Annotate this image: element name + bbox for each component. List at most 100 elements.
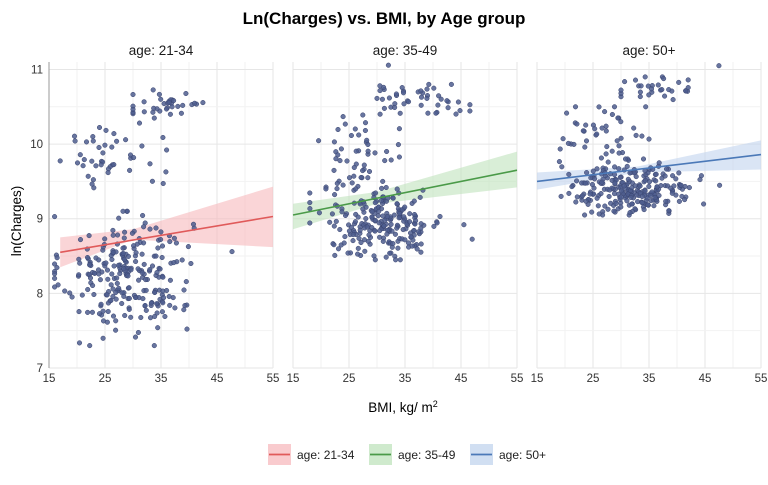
data-point	[467, 102, 473, 108]
data-point	[351, 164, 357, 171]
data-point	[121, 293, 127, 299]
data-point	[113, 289, 119, 296]
data-point	[639, 193, 645, 200]
data-point	[362, 248, 368, 254]
data-point	[87, 343, 93, 349]
data-point	[642, 177, 648, 183]
data-point	[686, 185, 692, 191]
data-point	[111, 263, 117, 269]
data-point	[637, 89, 643, 95]
data-point	[376, 220, 382, 226]
data-point	[150, 109, 156, 115]
data-point	[143, 287, 149, 293]
data-point	[673, 176, 679, 182]
data-point	[676, 170, 682, 176]
data-point	[716, 63, 722, 69]
data-point	[392, 101, 398, 107]
data-point	[138, 314, 144, 321]
data-point	[342, 212, 349, 219]
data-point	[140, 212, 146, 219]
data-point	[167, 111, 173, 117]
data-point	[653, 178, 659, 184]
data-point	[130, 91, 136, 98]
data-point	[611, 208, 617, 214]
data-point	[152, 289, 158, 296]
scatter-points	[307, 62, 475, 263]
x-tick-label: 25	[343, 373, 356, 385]
data-point	[71, 133, 78, 139]
data-point	[618, 87, 624, 93]
data-point	[337, 158, 343, 164]
data-point	[104, 292, 110, 298]
data-point	[178, 110, 184, 116]
data-point	[156, 91, 162, 97]
data-point	[96, 144, 102, 151]
data-point	[104, 319, 110, 325]
data-point	[582, 180, 588, 186]
data-point	[139, 143, 145, 149]
data-point	[566, 190, 572, 196]
data-point	[679, 193, 685, 199]
data-point	[426, 81, 432, 87]
data-point	[646, 136, 652, 142]
data-point	[90, 134, 96, 140]
data-point	[603, 151, 609, 157]
x-tick-label: 45	[455, 373, 468, 385]
data-point	[666, 208, 672, 214]
data-point	[437, 213, 443, 220]
data-point	[200, 100, 206, 106]
data-point	[141, 224, 147, 230]
data-point	[414, 246, 420, 252]
data-point	[435, 102, 441, 108]
scatter-points	[556, 63, 723, 218]
legend-label: age: 35-49	[398, 448, 456, 462]
data-point	[105, 308, 111, 315]
data-point	[54, 255, 60, 261]
data-point	[124, 208, 130, 214]
data-point	[105, 276, 111, 282]
data-point	[128, 314, 134, 320]
data-point	[376, 208, 382, 214]
data-point	[374, 95, 380, 101]
data-point	[340, 182, 346, 188]
data-point	[113, 318, 119, 324]
data-point	[457, 108, 463, 114]
data-point	[582, 144, 588, 150]
data-point	[327, 219, 333, 225]
data-point	[135, 329, 141, 336]
data-point	[340, 114, 346, 120]
data-point	[438, 96, 444, 102]
data-point	[608, 200, 614, 206]
data-point	[171, 260, 177, 266]
data-point	[396, 215, 402, 221]
data-point	[594, 195, 600, 201]
data-point	[611, 104, 618, 110]
data-point	[110, 249, 116, 256]
data-point	[582, 212, 588, 218]
data-point	[153, 225, 159, 231]
data-point	[89, 181, 95, 187]
data-point	[399, 85, 405, 91]
data-point	[143, 277, 149, 283]
data-point	[594, 166, 600, 172]
data-point	[334, 180, 340, 186]
data-point	[639, 200, 645, 206]
data-point	[74, 160, 81, 166]
data-point	[670, 97, 676, 103]
data-point	[323, 186, 329, 192]
data-point	[85, 173, 91, 179]
data-point	[159, 254, 165, 261]
data-point	[411, 211, 418, 218]
data-point	[158, 229, 164, 235]
data-point	[192, 100, 198, 106]
data-point	[160, 180, 166, 187]
data-point	[335, 126, 341, 133]
data-point	[627, 170, 633, 176]
data-point	[663, 198, 669, 204]
data-point	[356, 235, 362, 241]
data-point	[135, 266, 141, 272]
data-point	[424, 86, 430, 92]
data-point	[342, 121, 348, 127]
data-point	[615, 115, 621, 121]
data-point	[566, 171, 572, 177]
